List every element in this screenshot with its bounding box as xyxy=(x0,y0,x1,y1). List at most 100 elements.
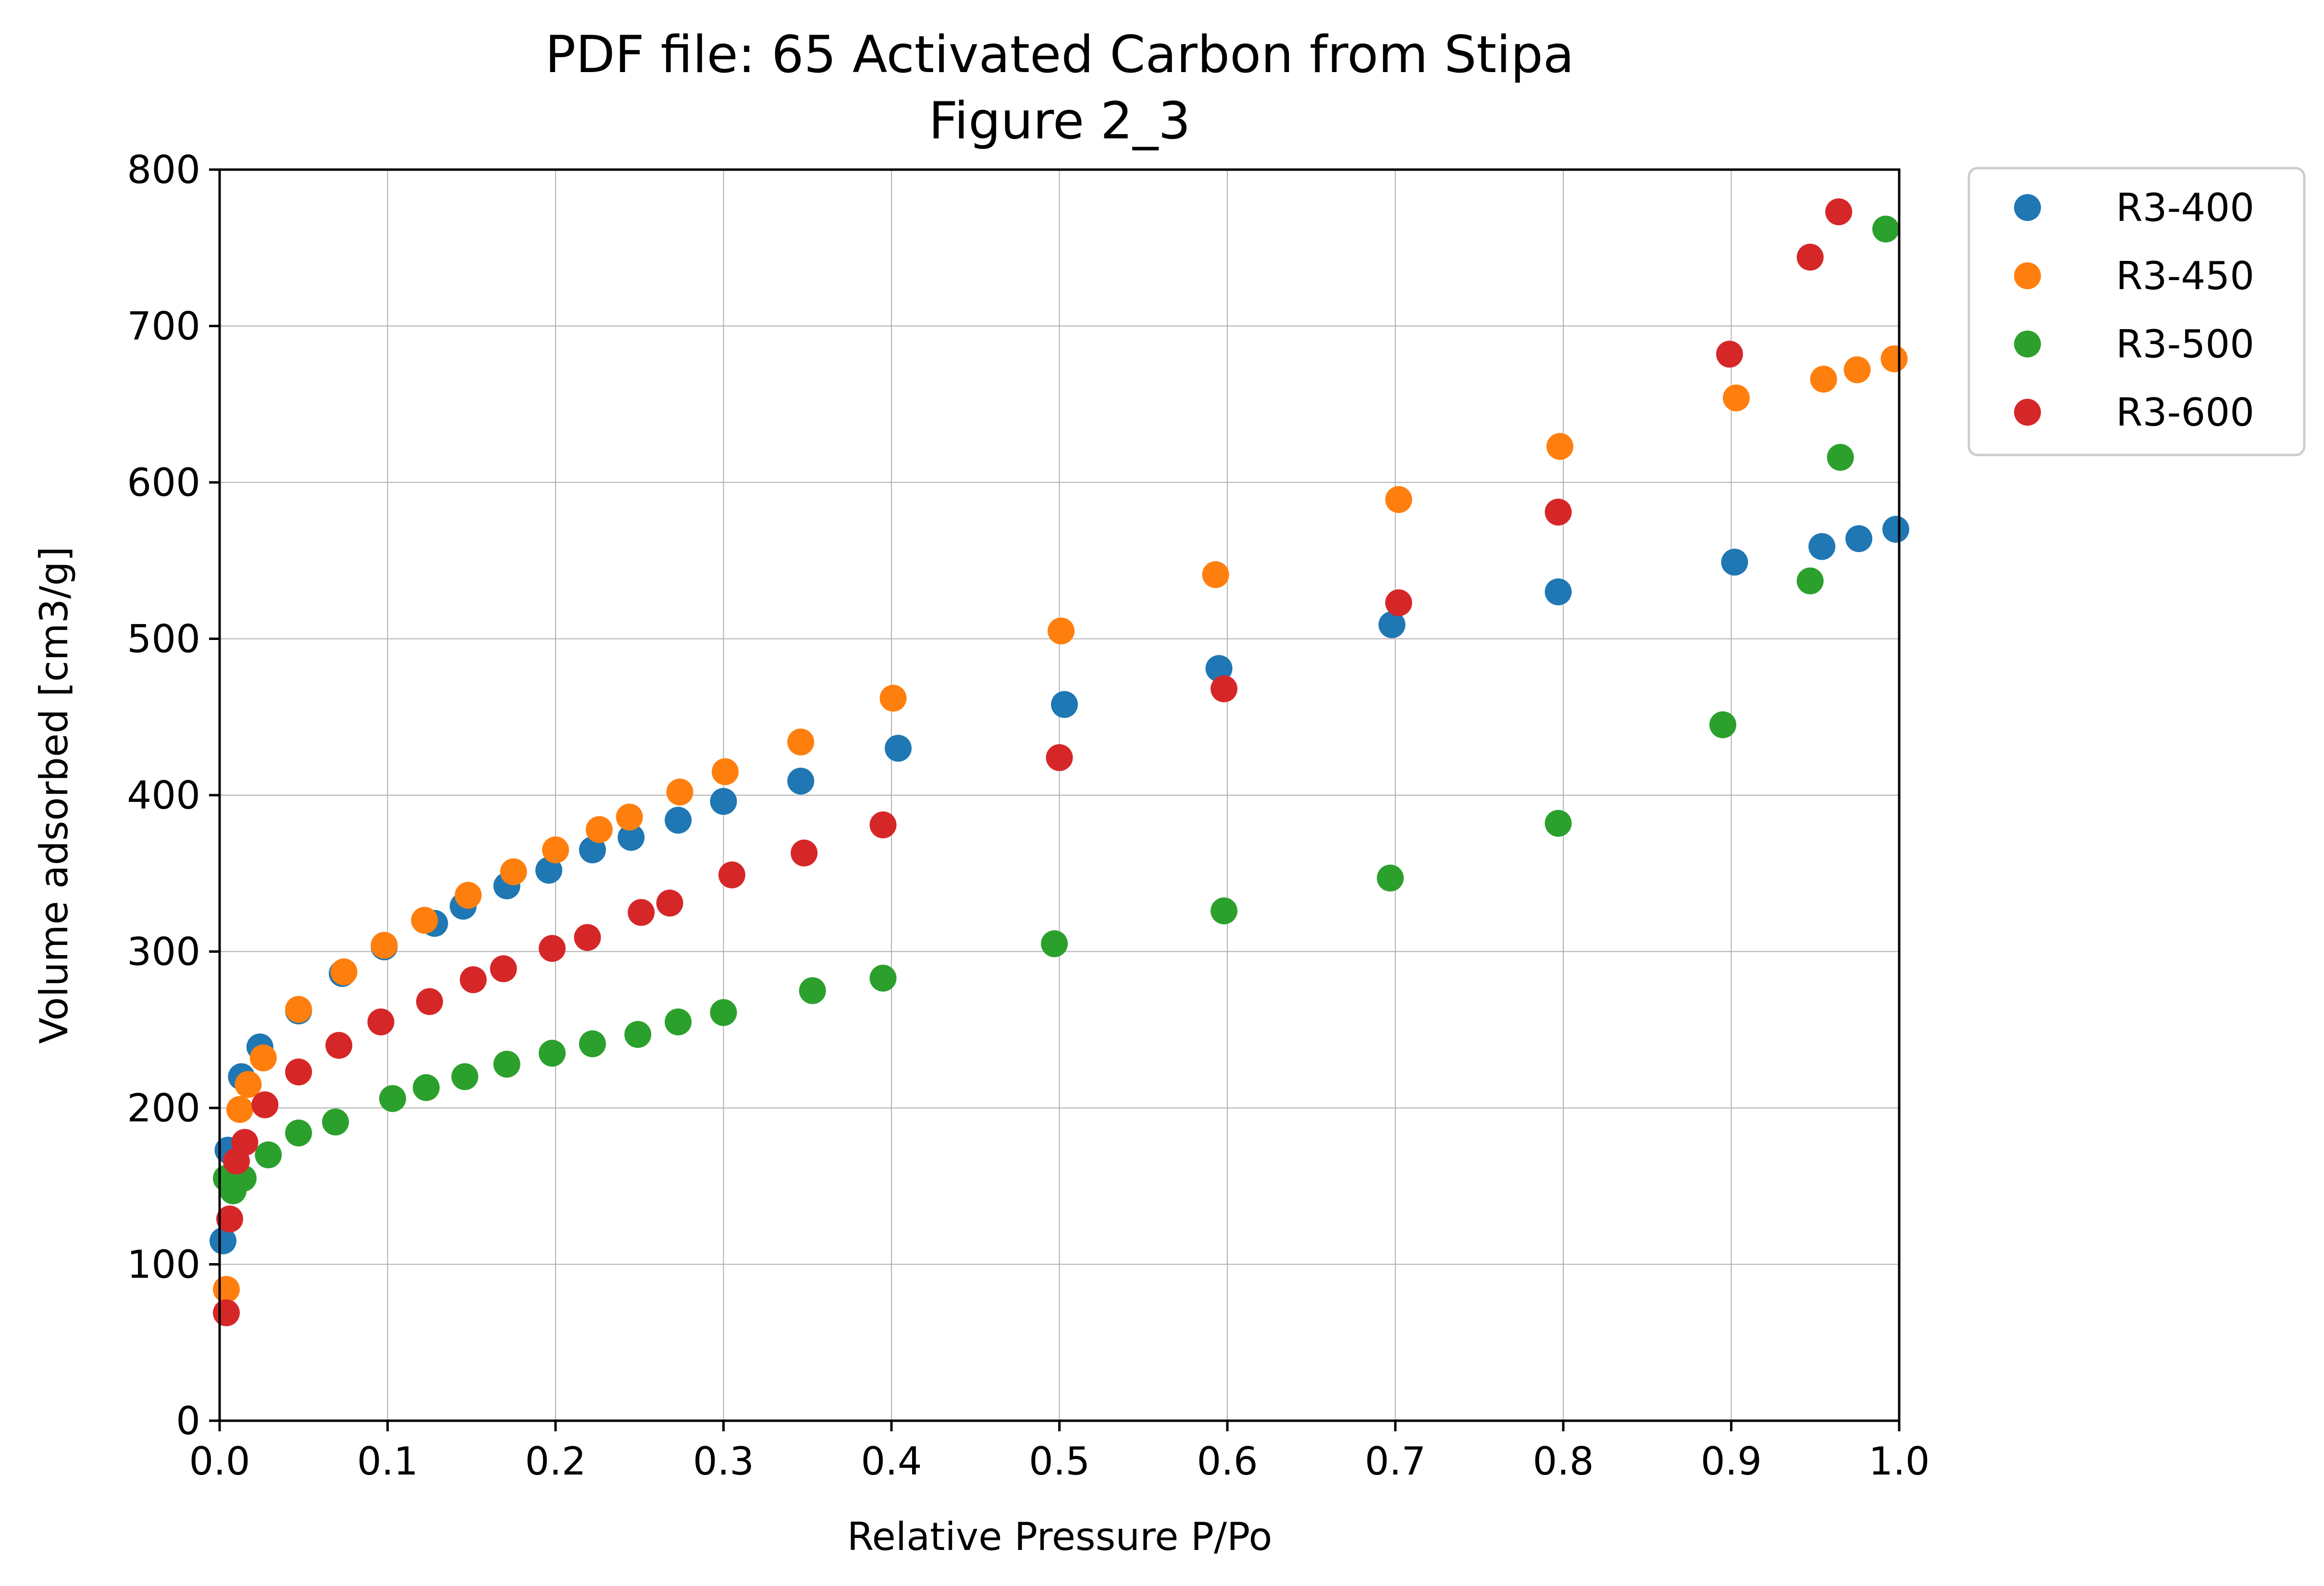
data-point xyxy=(787,728,815,756)
data-point xyxy=(710,999,737,1026)
data-point xyxy=(1046,744,1073,771)
data-point xyxy=(416,988,443,1015)
x-axis-ticks: 0.0 0.1 0.2 0.3 0.4 0.5 0.6 0.7 0.8 0.9 1.0 xyxy=(189,1421,1930,1484)
data-point xyxy=(1796,244,1824,271)
data-point xyxy=(1882,516,1910,543)
data-point xyxy=(235,1071,262,1098)
y-tick-label: 800 xyxy=(127,148,200,192)
data-point xyxy=(1545,498,1572,526)
legend-marker xyxy=(2014,194,2041,221)
data-point xyxy=(1722,384,1750,412)
y-axis-label: Volume adsorbed [cm3/g] xyxy=(32,546,76,1044)
x-tick-label: 1.0 xyxy=(1868,1439,1929,1484)
legend-marker xyxy=(2014,399,2041,426)
data-point xyxy=(1843,356,1871,383)
data-point xyxy=(1709,711,1737,738)
data-point xyxy=(1827,443,1854,471)
x-tick-label: 0.4 xyxy=(861,1439,922,1484)
data-point xyxy=(628,899,655,926)
data-point xyxy=(1545,810,1572,837)
legend: R3-400 R3-450 R3-500 R3-600 xyxy=(1967,167,2306,456)
data-point xyxy=(799,977,826,1004)
data-point xyxy=(665,807,692,834)
data-point xyxy=(574,924,601,951)
data-point xyxy=(869,964,897,992)
data-point xyxy=(490,955,517,983)
data-point xyxy=(535,857,563,884)
x-tick-label: 0.0 xyxy=(189,1439,250,1484)
data-point xyxy=(1041,930,1068,958)
data-point xyxy=(325,1032,353,1059)
data-point xyxy=(711,758,739,786)
data-point xyxy=(869,811,897,838)
x-tick-label: 0.9 xyxy=(1701,1439,1762,1484)
data-point xyxy=(1202,561,1229,589)
legend-marker xyxy=(2014,331,2041,357)
series-r3-500 xyxy=(212,215,1900,1205)
x-axis-label: Relative Pressure P/Po xyxy=(847,1514,1273,1559)
data-point xyxy=(624,1021,652,1048)
data-point xyxy=(1377,864,1404,892)
data-point xyxy=(1880,345,1908,372)
data-point xyxy=(231,1129,259,1156)
data-point xyxy=(451,1063,479,1090)
y-tick-label: 500 xyxy=(127,617,200,662)
data-point xyxy=(459,966,487,994)
x-tick-label: 0.8 xyxy=(1533,1439,1594,1484)
data-point xyxy=(1721,549,1748,576)
legend-label: R3-500 xyxy=(2116,322,2254,367)
data-point xyxy=(379,1085,406,1112)
x-tick-label: 0.2 xyxy=(525,1439,586,1484)
data-point xyxy=(1545,578,1572,605)
data-point xyxy=(787,767,815,795)
data-point xyxy=(1810,366,1837,393)
data-point xyxy=(791,839,818,867)
series-r3-450 xyxy=(212,345,1908,1303)
x-tick-label: 0.3 xyxy=(693,1439,754,1484)
data-point xyxy=(666,778,693,806)
chart-subtitle: Figure 2_3 xyxy=(928,91,1190,150)
data-point xyxy=(209,1227,236,1254)
data-point xyxy=(493,1050,520,1078)
data-point xyxy=(285,1119,312,1147)
data-point xyxy=(1211,675,1238,702)
data-point xyxy=(879,685,907,712)
data-point xyxy=(616,803,643,831)
data-point xyxy=(1205,655,1233,682)
data-point xyxy=(579,836,606,863)
y-axis-ticks: 0 100 200 300 400 500 600 700 800 xyxy=(127,148,220,1443)
data-point xyxy=(618,824,645,851)
y-tick-label: 100 xyxy=(127,1242,200,1287)
data-point xyxy=(1051,691,1078,718)
data-point xyxy=(1211,897,1238,924)
data-point xyxy=(255,1141,282,1168)
data-point xyxy=(718,861,745,889)
legend-frame xyxy=(1967,167,2306,456)
data-point xyxy=(1716,341,1743,368)
data-point xyxy=(226,1096,253,1123)
data-point xyxy=(285,996,312,1023)
data-point xyxy=(285,1058,312,1086)
data-point xyxy=(411,907,438,934)
data-point xyxy=(455,882,482,909)
data-point xyxy=(249,1044,277,1071)
data-point xyxy=(539,1040,566,1067)
data-point xyxy=(710,788,737,815)
chart-title: PDF file: 65 Activated Carbon from Stipa xyxy=(545,25,1574,84)
x-tick-label: 0.5 xyxy=(1029,1439,1090,1484)
data-point xyxy=(585,816,613,843)
data-point xyxy=(367,1008,395,1035)
data-point xyxy=(579,1030,606,1057)
data-point xyxy=(251,1091,279,1119)
data-point xyxy=(500,858,527,885)
data-point xyxy=(1872,215,1900,243)
data-point xyxy=(1378,611,1406,639)
data-point xyxy=(322,1108,349,1136)
data-point xyxy=(1546,433,1574,460)
x-tick-label: 0.1 xyxy=(357,1439,418,1484)
legend-label: R3-450 xyxy=(2116,254,2254,298)
data-point xyxy=(665,1008,692,1035)
data-point xyxy=(884,735,912,762)
y-tick-label: 700 xyxy=(127,304,200,349)
